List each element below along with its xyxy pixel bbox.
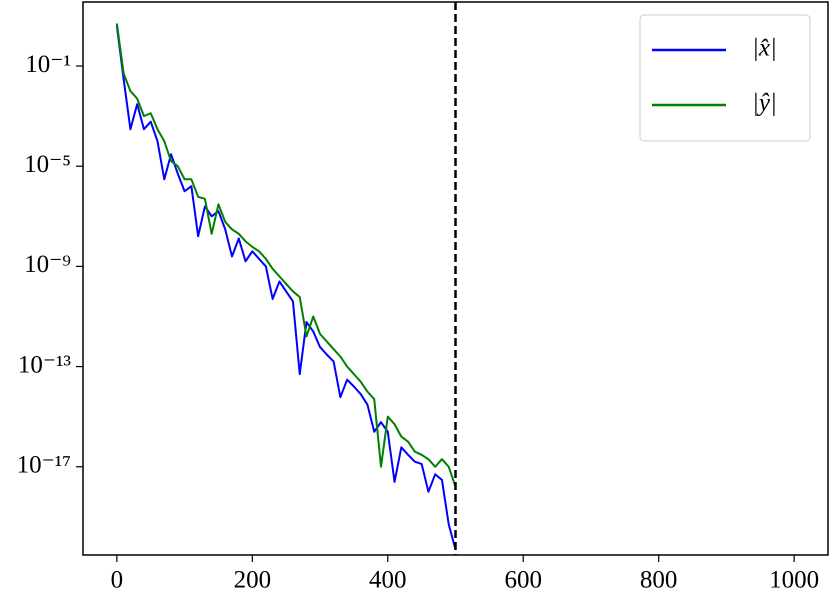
x-tick-label: 1000 — [769, 567, 819, 594]
x-tick-label: 600 — [504, 567, 542, 594]
x-tick-label: 400 — [369, 567, 407, 594]
data-line — [115, 25, 457, 550]
data-line — [115, 23, 457, 488]
y-tick-label: 10⁻¹⁷ — [17, 451, 71, 478]
legend-label: |x̂| — [752, 35, 777, 62]
y-tick-label: 10⁻¹ — [25, 51, 71, 78]
x-tick-label: 200 — [234, 567, 272, 594]
legend-box — [639, 14, 811, 142]
x-tick-label: 800 — [640, 567, 678, 594]
y-tick-label: 10⁻¹³ — [18, 351, 72, 378]
legend-label: |ŷ| — [752, 90, 777, 117]
y-tick-label: 10⁻⁵ — [24, 151, 71, 178]
x-tick-label: 0 — [111, 567, 124, 594]
plot-frame — [82, 1, 829, 556]
y-tick-label: 10⁻⁹ — [24, 251, 71, 278]
